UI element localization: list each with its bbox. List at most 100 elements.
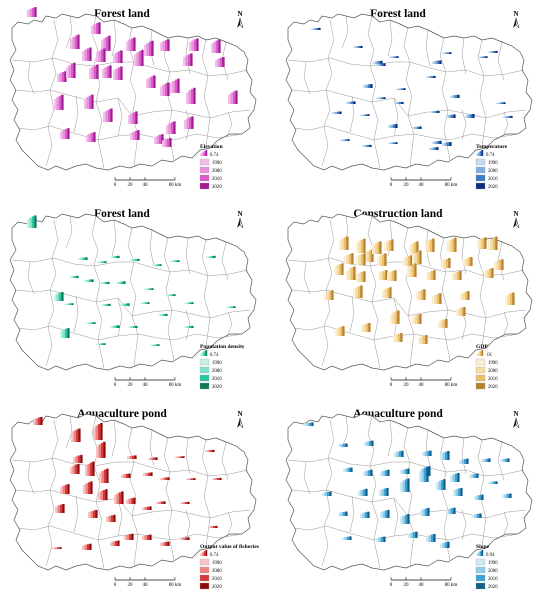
map-bar: [67, 128, 70, 139]
legend-bar-symbol: [476, 350, 484, 356]
map-bar: [87, 482, 91, 494]
map-bar-chart: [86, 322, 96, 324]
map-bar-chart: [363, 84, 373, 88]
map-bar: [434, 294, 437, 304]
map-bar-chart: [166, 121, 176, 134]
map-bar: [389, 287, 392, 298]
map-bar-chart: [106, 514, 116, 522]
map-bar: [62, 129, 65, 139]
map-bar: [434, 60, 437, 64]
map-bar-chart: [160, 541, 170, 546]
legend-title: Population density: [200, 344, 245, 350]
map-bar: [502, 494, 505, 498]
map-bar: [115, 52, 118, 63]
map-bar: [230, 306, 234, 308]
map-bar-chart: [380, 469, 390, 476]
map-bar: [390, 314, 393, 324]
map-bar: [173, 121, 176, 134]
map-bar: [463, 307, 466, 316]
map-bar-chart: [376, 97, 386, 99]
map-bar: [335, 328, 338, 336]
map-bar: [344, 536, 347, 540]
legend-swatch: [475, 374, 486, 382]
map-bar: [484, 270, 487, 278]
map-bar: [75, 429, 79, 442]
map-bar: [188, 325, 192, 328]
map-bar: [146, 78, 149, 88]
map-bar: [388, 240, 392, 251]
map-bar: [384, 242, 387, 251]
map-bar: [184, 326, 187, 328]
map-bar: [67, 328, 70, 338]
map-bar: [379, 241, 382, 254]
map-bar-chart: [353, 45, 363, 48]
map-bar: [456, 309, 459, 316]
map-bar: [492, 481, 496, 484]
map-bar: [55, 506, 58, 513]
map-bar-chart: [128, 325, 138, 328]
map-bar: [372, 244, 375, 254]
map-bar: [73, 430, 76, 442]
map-bar-chart: [503, 115, 513, 118]
map-bar-chart: [160, 39, 170, 51]
legend-year-label: 1990: [488, 561, 498, 566]
legend-title: GDP: [476, 344, 488, 350]
map-bar-chart: [215, 57, 225, 67]
map-bar: [132, 112, 136, 124]
map-bar-chart: [396, 88, 406, 90]
map-bar-chart: [419, 466, 429, 482]
north-arrow-icon: N: [513, 210, 520, 229]
legend-year-label: 2010: [212, 377, 222, 382]
map-bar-chart: [99, 468, 109, 483]
map-bar: [91, 25, 94, 34]
map-bar: [512, 292, 515, 305]
map-bar: [362, 512, 365, 518]
map-bar: [491, 268, 494, 278]
map-bar-chart: [408, 531, 418, 538]
map-bar: [226, 306, 229, 308]
map-bar: [105, 110, 108, 122]
map-bar: [441, 260, 444, 268]
map-bar: [95, 425, 98, 440]
map-bar-chart: [360, 114, 370, 116]
map-bar: [125, 473, 129, 478]
map-bar: [78, 428, 81, 442]
map-bar: [103, 112, 106, 122]
map-bar: [132, 259, 135, 261]
map-bar: [98, 444, 101, 458]
map-bar: [166, 138, 170, 147]
map-panel-aquaculture-slope: Aquaculture pond N Slope 0.94 1990 2000 2010 20…: [276, 400, 548, 598]
legend-swatch: [475, 358, 486, 366]
legend-swatch: [475, 566, 486, 574]
legend-swatch: [475, 574, 486, 582]
map-bar: [117, 540, 120, 546]
map-bar: [387, 509, 390, 518]
map-bar: [144, 506, 147, 510]
map-bar: [358, 490, 361, 496]
map-bar: [336, 265, 339, 275]
map-bar: [103, 441, 106, 458]
map-bar: [382, 290, 385, 298]
map-bar: [124, 303, 128, 306]
map-bar: [104, 281, 108, 284]
map-bar: [108, 303, 111, 306]
map-svg: Forest land N Population density 0.74 1990 20…: [9, 208, 257, 390]
map-bar: [474, 514, 477, 518]
map-panel-aquaculture-fisheries: Aquaculture pond N Output value of fisheri…: [0, 400, 272, 598]
map-bar: [419, 314, 422, 324]
region-outline: [9, 13, 257, 171]
map-bar: [93, 427, 96, 440]
map-bar: [386, 241, 389, 251]
map-bar: [120, 281, 124, 284]
map-bar: [99, 472, 102, 483]
map-bar: [208, 256, 211, 258]
legend-swatch: [475, 558, 486, 566]
map-bar: [383, 63, 386, 66]
map-bar-chart: [382, 287, 392, 298]
map-bar-chart: [70, 34, 80, 49]
map-bar: [363, 324, 366, 332]
map-bar: [402, 469, 405, 474]
map-bar-chart: [387, 270, 397, 281]
map-bar: [71, 432, 74, 442]
map-bar: [182, 456, 185, 458]
